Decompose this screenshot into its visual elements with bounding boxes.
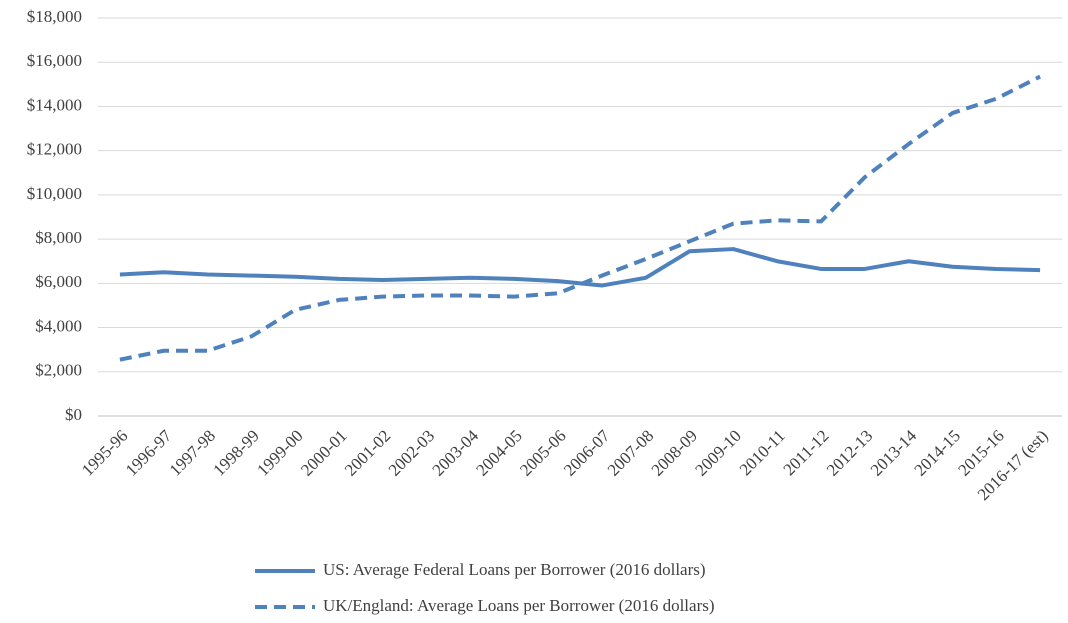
y-tick-label: $18,000 (27, 7, 82, 26)
y-tick-label: $16,000 (27, 51, 82, 70)
y-tick-label: $0 (65, 405, 82, 424)
x-tick-label: 1999-00 (253, 426, 307, 480)
x-tick-label: 2000-01 (297, 426, 351, 480)
y-tick-label: $10,000 (27, 184, 82, 203)
legend-label: US: Average Federal Loans per Borrower (… (323, 560, 706, 579)
y-tick-label: $12,000 (27, 140, 82, 159)
x-tick-label: 2006-07 (560, 426, 614, 480)
x-tick-label: 1997-98 (166, 426, 220, 480)
y-tick-label: $8,000 (35, 228, 82, 247)
x-tick-label: 2005-06 (516, 426, 570, 480)
series-line (119, 247, 1041, 288)
x-tick-label: 2014-15 (911, 426, 965, 480)
y-tick-label: $2,000 (35, 361, 82, 380)
x-tick-label: 2003-04 (429, 426, 483, 480)
x-tick-label: 2002-03 (385, 426, 439, 480)
x-tick-label: 1995-96 (78, 426, 132, 480)
y-tick-label: $14,000 (27, 95, 82, 114)
y-tick-label: $6,000 (35, 272, 82, 291)
x-tick-label: 1996-97 (122, 426, 176, 480)
x-tick-label: 2007-08 (604, 426, 658, 480)
series-line (119, 74, 1041, 362)
x-tick-label: 2001-02 (341, 426, 395, 480)
x-tick-label: 2009-10 (691, 426, 745, 480)
x-tick-label: 2008-09 (648, 426, 702, 480)
x-tick-label: 2011-12 (780, 426, 833, 479)
y-tick-label: $4,000 (35, 316, 82, 335)
x-tick-label: 2010-11 (736, 426, 789, 479)
x-tick-label: 2012-13 (823, 426, 877, 480)
legend-label: UK/England: Average Loans per Borrower (… (323, 596, 715, 615)
x-tick-label: 2013-14 (867, 426, 921, 480)
x-tick-label: 2004-05 (472, 426, 526, 480)
x-tick-label: 1998-99 (209, 426, 263, 480)
